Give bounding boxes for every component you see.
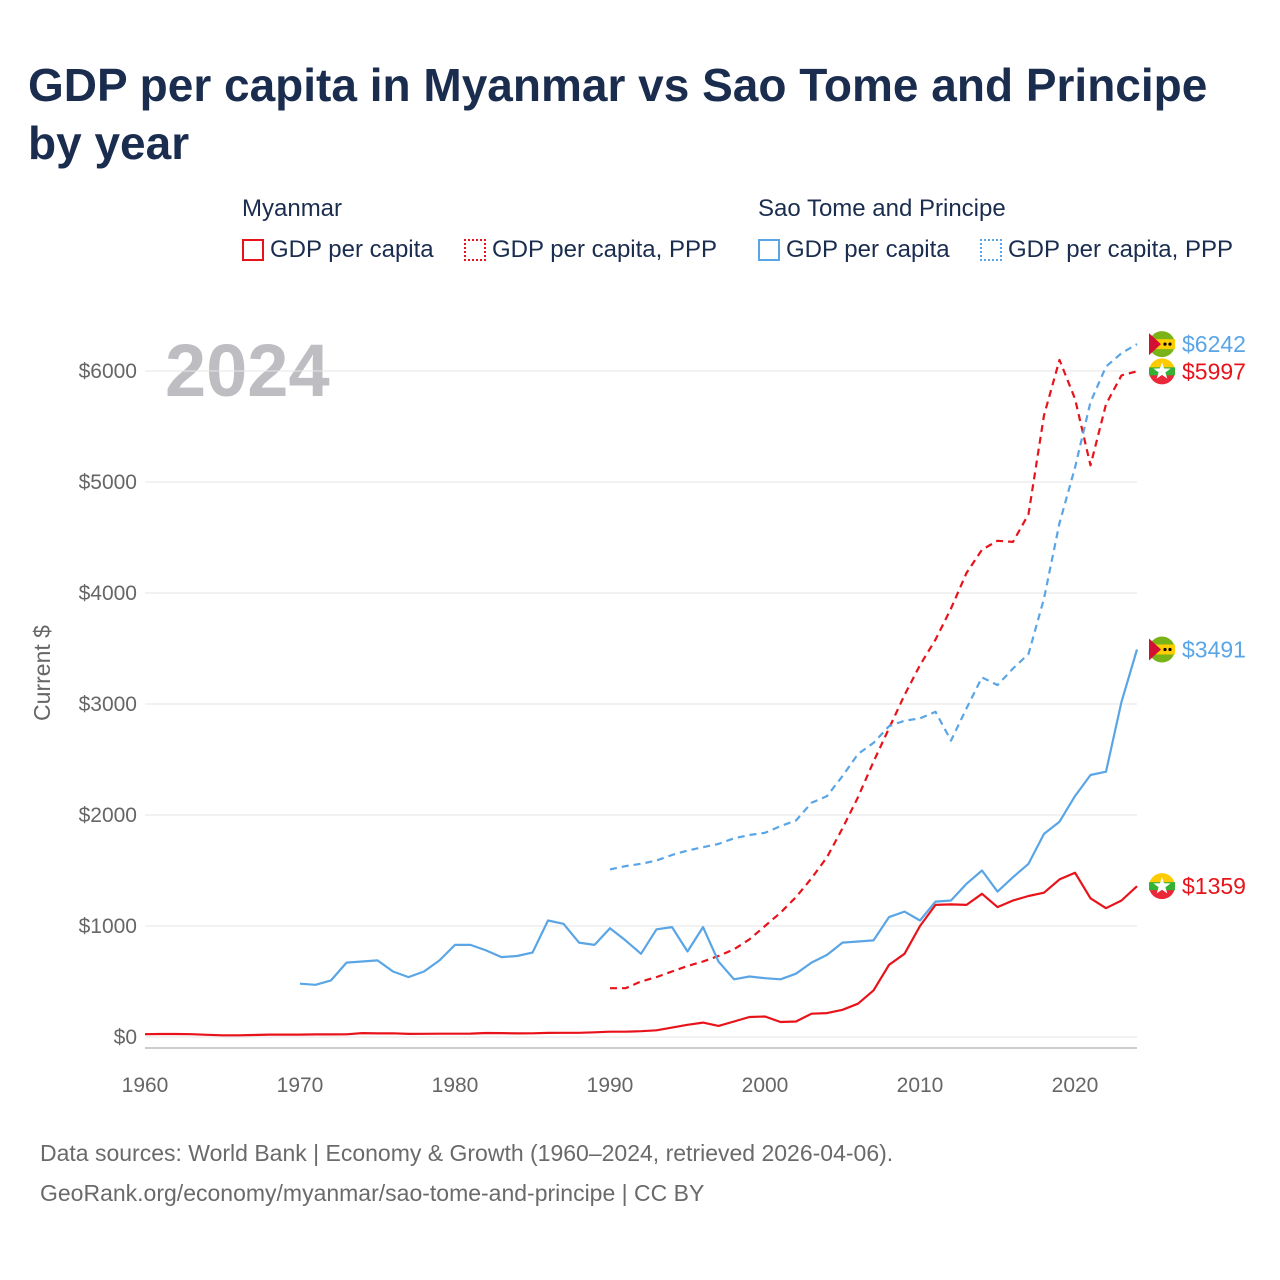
x-tick-label: 2020	[1052, 1074, 1099, 1097]
legend-item-myanmar-gdp[interactable]: GDP per capita	[242, 236, 434, 264]
sao-tome-flag-icon	[1149, 331, 1175, 358]
sao-tome-flag-icon	[1149, 636, 1175, 663]
legend-group-sao-tome: Sao Tome and Principe	[758, 195, 1006, 222]
y-tick-label: $1000	[79, 915, 137, 938]
grid-lines	[145, 370, 1137, 1038]
series-lines	[144, 343, 1139, 1037]
y-tick-label: $2000	[79, 804, 137, 827]
x-tick-label: 1980	[432, 1074, 479, 1097]
legend-label: GDP per capita	[270, 236, 434, 263]
legend-label: GDP per capita, PPP	[1008, 236, 1233, 263]
chart-title: GDP per capita in Myanmar vs Sao Tome an…	[28, 59, 1208, 169]
y-axis-label: Current $	[29, 625, 55, 721]
legend-item-sao-tome-gdp-ppp[interactable]: GDP per capita, PPP	[980, 236, 1233, 264]
myanmar-flag-icon	[1149, 873, 1175, 900]
end-value-label: $6242	[1182, 331, 1246, 357]
series-line-0	[144, 871, 1138, 1037]
legend-item-sao-tome-gdp[interactable]: GDP per capita	[758, 236, 950, 264]
x-axis-ticks: 1960 1970 1980 1990 2000 2010 2020	[122, 1074, 1099, 1097]
y-tick-label: $6000	[79, 360, 137, 383]
end-value-label: $5997	[1182, 358, 1246, 384]
series-line-3	[609, 343, 1138, 871]
legend-swatch-solid-blue	[758, 239, 780, 261]
x-tick-label: 2000	[742, 1074, 789, 1097]
legend-swatch-dotted-red	[464, 239, 486, 261]
myanmar-flag-icon	[1149, 358, 1175, 385]
legend-swatch-dotted-blue	[980, 239, 1002, 261]
y-tick-label: $0	[114, 1026, 137, 1049]
y-tick-label: $5000	[79, 471, 137, 494]
x-tick-label: 1960	[122, 1074, 169, 1097]
end-markers: $6242$5997 $3491 $1359	[1149, 331, 1246, 900]
footer-sources: Data sources: World Bank | Economy & Gro…	[40, 1140, 894, 1166]
end-value-label: $3491	[1182, 636, 1246, 662]
y-tick-label: $4000	[79, 582, 137, 605]
footer-attribution: GeoRank.org/economy/myanmar/sao-tome-and…	[40, 1180, 705, 1206]
series-line-2	[299, 649, 1139, 986]
x-tick-label: 2010	[897, 1074, 944, 1097]
x-tick-label: 1970	[277, 1074, 324, 1097]
series-line-1	[610, 358, 1138, 990]
legend-group-myanmar: Myanmar	[242, 195, 343, 222]
legend-label: GDP per capita	[786, 236, 950, 263]
legend-item-myanmar-gdp-ppp[interactable]: GDP per capita, PPP	[464, 236, 717, 264]
y-tick-label: $3000	[79, 693, 137, 716]
y-axis-ticks: $0 $1000 $2000 $3000 $4000 $5000 $6000	[79, 360, 137, 1049]
legend-swatch-solid-red	[242, 239, 264, 261]
x-tick-label: 1990	[587, 1074, 634, 1097]
end-value-label: $1359	[1182, 873, 1246, 899]
legend-label: GDP per capita, PPP	[492, 236, 717, 263]
